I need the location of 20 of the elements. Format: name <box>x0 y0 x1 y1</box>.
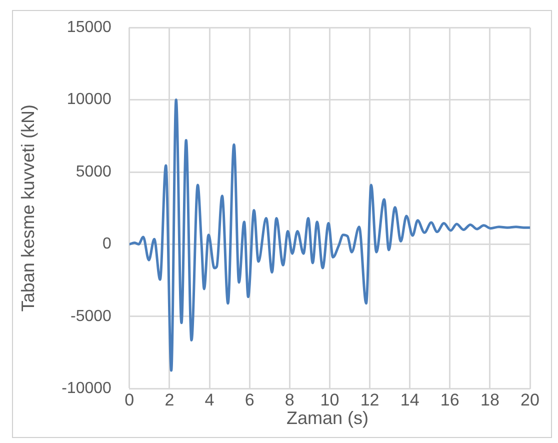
x-tick-label: 16 <box>440 390 460 410</box>
x-tick-label: 12 <box>360 390 380 410</box>
x-tick-label: 18 <box>480 390 500 410</box>
x-tick-label: 10 <box>320 390 340 410</box>
x-tick-label: 4 <box>204 390 214 410</box>
line-series <box>129 98 530 372</box>
y-tick-label: -10000 <box>62 380 112 398</box>
y-tick-label: 0 <box>102 236 112 253</box>
x-tick-label: 20 <box>520 390 540 410</box>
x-tick-label: 0 <box>124 390 134 410</box>
y-tick-label: 10000 <box>66 91 112 108</box>
y-axis-title: Taban kesme kuvveti (kN) <box>18 104 38 312</box>
x-tick-label: 2 <box>164 390 174 410</box>
x-tick-label: 8 <box>284 390 294 410</box>
y-tick-label: -5000 <box>70 308 112 325</box>
x-tick-label: 14 <box>400 390 420 410</box>
x-axis-title: Zaman (s) <box>285 408 370 429</box>
y-tick-label: 15000 <box>66 19 112 36</box>
y-tick-label: 5000 <box>76 163 112 180</box>
x-tick-label: 6 <box>244 390 254 410</box>
